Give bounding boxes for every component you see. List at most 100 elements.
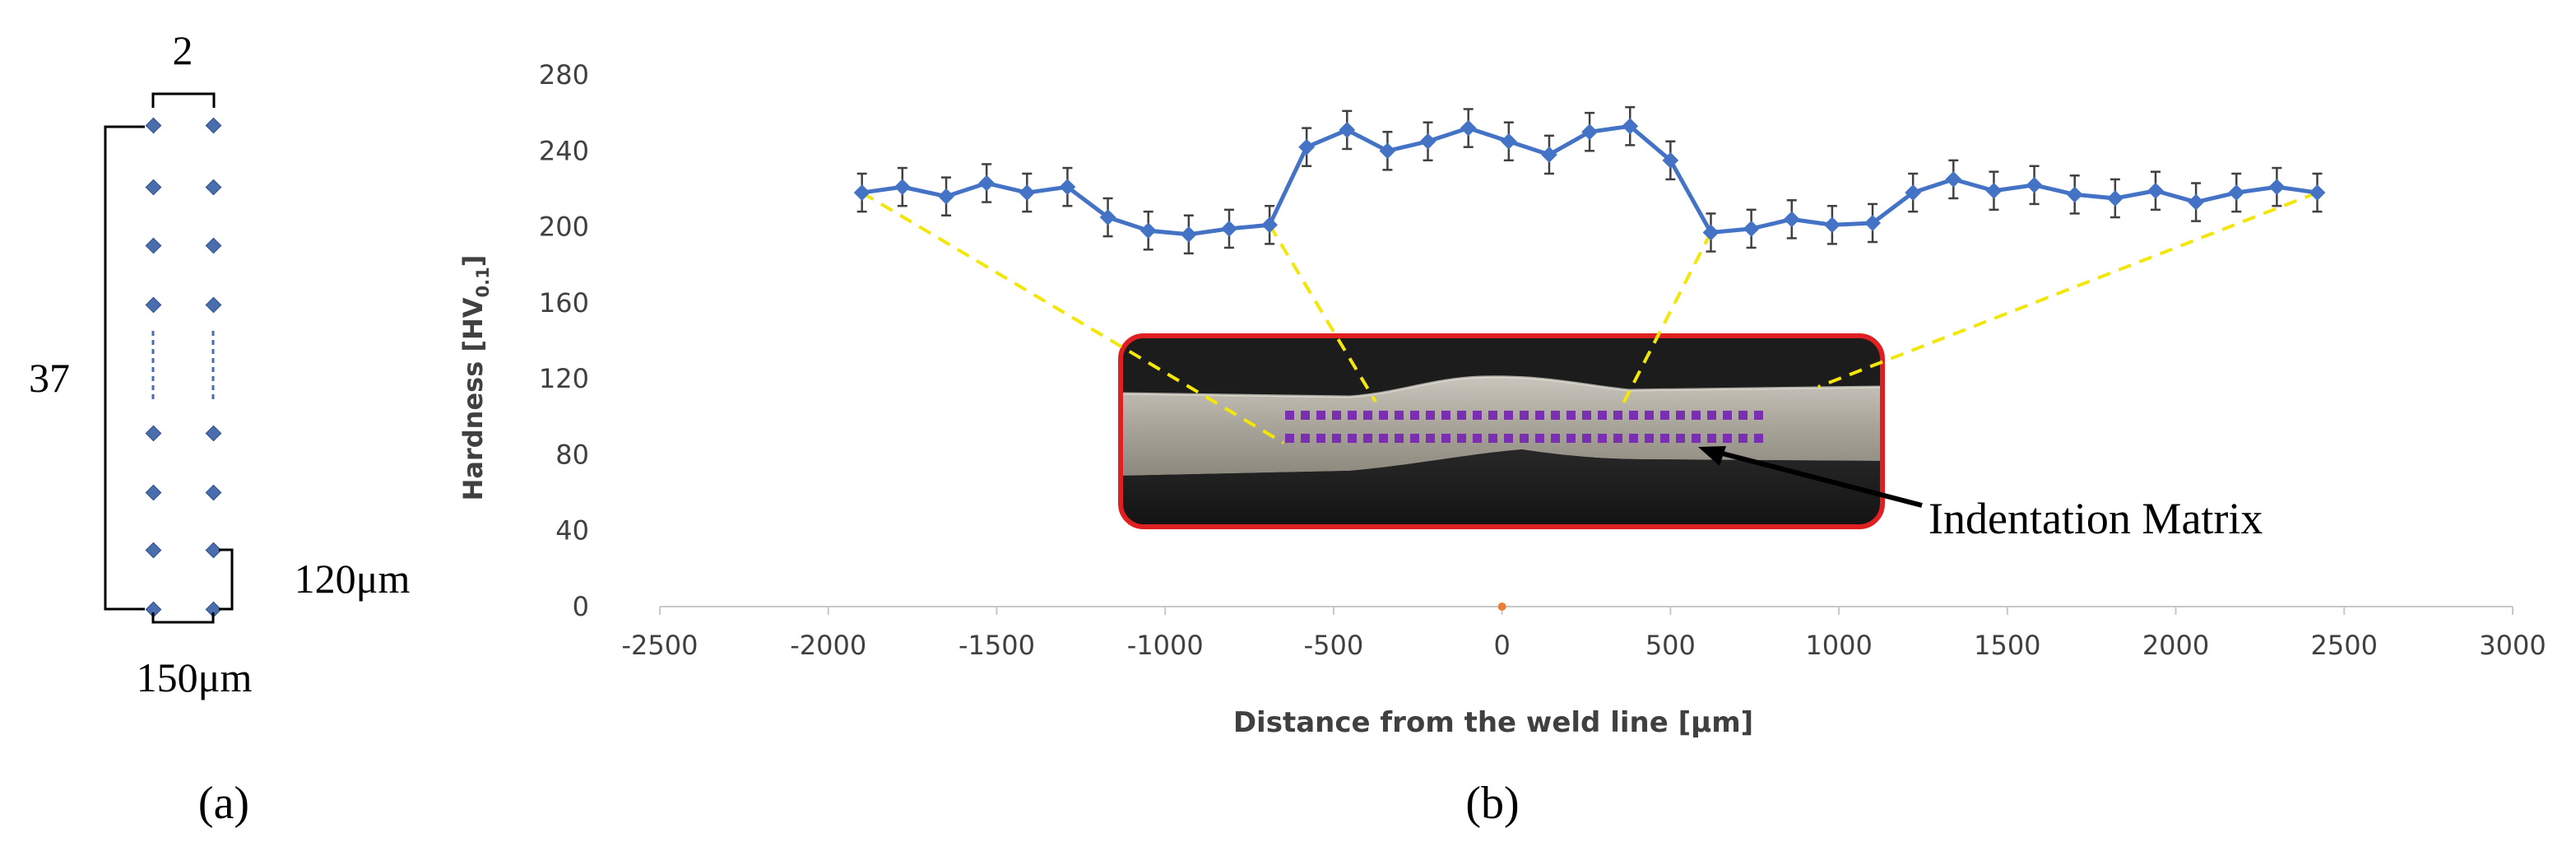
x-tick-label: 0: [1493, 630, 1510, 661]
data-point: [1864, 215, 1881, 231]
data-point: [2066, 186, 2083, 203]
indent-dot: [1473, 411, 1482, 420]
x-tick-label: 2000: [2142, 630, 2209, 661]
data-point: [1743, 220, 1760, 237]
indent-dot: [1660, 434, 1669, 443]
indent-dot: [1738, 411, 1748, 420]
data-point: [2106, 190, 2123, 207]
data-point: [893, 179, 911, 196]
indent-point: [145, 237, 162, 254]
indent-dot: [1692, 411, 1701, 420]
indent-dot: [1598, 434, 1607, 443]
indent-dot: [1301, 411, 1310, 420]
x-tick-label: 500: [1645, 630, 1696, 661]
data-point: [853, 184, 870, 201]
data-point: [1985, 182, 2003, 199]
indent-point: [205, 542, 222, 559]
micrograph-dark-layer: [1121, 449, 1882, 527]
indent-dot: [1629, 411, 1638, 420]
indent-dot: [1520, 434, 1529, 443]
indent-point: [145, 296, 162, 314]
data-point: [1662, 151, 1679, 169]
indent-dot: [1457, 434, 1466, 443]
rows-bracket: [104, 125, 145, 611]
indent-point: [145, 601, 162, 618]
dashed-connector-lines: [861, 191, 2318, 444]
data-point: [1379, 142, 1396, 160]
panel-a-label: (a): [198, 778, 249, 829]
indent-point: [205, 179, 222, 196]
indent-dot: [1535, 411, 1544, 420]
data-point: [2309, 184, 2326, 201]
panel-b-hardness-chart: 0 40 80 120 160 200 240 280 -2500 -2000 -1500 -100…: [457, 59, 2546, 829]
data-point: [1460, 119, 1477, 137]
x-tick-label: -2500: [622, 630, 699, 661]
row-spacing-bracket: [219, 548, 234, 611]
indent-dot: [1285, 434, 1294, 443]
column-spacing-bracket: [151, 612, 215, 624]
indent-dot: [1504, 434, 1513, 443]
column-spacing-label: 150μm: [137, 654, 253, 700]
indent-dot: [1582, 434, 1591, 443]
x-tick-label: -1000: [1127, 630, 1204, 661]
indent-dot: [1754, 411, 1763, 420]
indent-dot: [1332, 434, 1341, 443]
x-tick-label: 3000: [2479, 630, 2546, 661]
x-tick-label: 1500: [1974, 630, 2040, 661]
indent-dot: [1395, 434, 1404, 443]
indent-dot: [1348, 434, 1357, 443]
panel-b-label: (b): [1465, 778, 1519, 829]
row-spacing-label: 120μm: [295, 556, 411, 602]
columns-bracket: [151, 92, 216, 108]
indent-dot: [1363, 434, 1372, 443]
indent-dot: [1535, 434, 1544, 443]
indent-point: [145, 542, 162, 559]
indent-dot: [1348, 411, 1357, 420]
indent-dot: [1754, 434, 1763, 443]
indent-point: [205, 484, 222, 501]
dashed-connector: [1817, 191, 2318, 388]
data-point: [1221, 220, 1237, 237]
y-tick-label: 200: [539, 212, 589, 243]
y-axis-title-main: Hardness [HV: [457, 297, 489, 500]
micrograph-sheet-band: [1121, 376, 1882, 476]
columns-count-label: 2: [173, 27, 193, 73]
inset-arrow: [1712, 449, 1923, 508]
indent-dot: [1379, 434, 1388, 443]
data-point: [938, 188, 954, 205]
data-point: [1099, 209, 1116, 226]
x-tick-label: 1000: [1805, 630, 1872, 661]
indent-dot: [1520, 411, 1529, 420]
indent-dot: [1457, 411, 1466, 420]
data-point: [2147, 182, 2164, 199]
indent-dot: [1566, 434, 1576, 443]
indent-dot: [1441, 411, 1450, 420]
indent-dot: [1473, 434, 1482, 443]
y-axis-title-subscript: 0.1: [473, 267, 493, 297]
indent-dot: [1395, 411, 1404, 420]
indent-dot: [1301, 434, 1310, 443]
indent-dot-rows: [1285, 411, 1763, 443]
indent-dot: [1613, 434, 1622, 443]
inset-border: [1118, 333, 1885, 529]
indent-dot: [1332, 411, 1341, 420]
data-point: [2026, 176, 2043, 193]
dashed-connector: [1268, 224, 1377, 403]
y-axis: 0 40 80 120 160 200 240 280: [539, 59, 589, 622]
indent-dot: [1723, 434, 1732, 443]
indentation-points-grid: [145, 117, 222, 618]
indent-point: [205, 117, 222, 134]
inset-label: Indentation Matrix: [1929, 494, 2263, 543]
y-tick-label: 240: [539, 135, 589, 166]
indent-point: [145, 179, 162, 196]
indent-dot: [1316, 411, 1325, 420]
y-tick-label: 0: [573, 591, 589, 622]
series-hardness: [853, 118, 2326, 243]
indent-dot: [1707, 411, 1716, 420]
indent-dot: [1410, 411, 1419, 420]
x-axis-title: Distance from the weld line [μm]: [1233, 706, 1753, 739]
indent-dot: [1707, 434, 1716, 443]
indent-point: [205, 601, 222, 618]
indent-dot: [1566, 411, 1576, 420]
